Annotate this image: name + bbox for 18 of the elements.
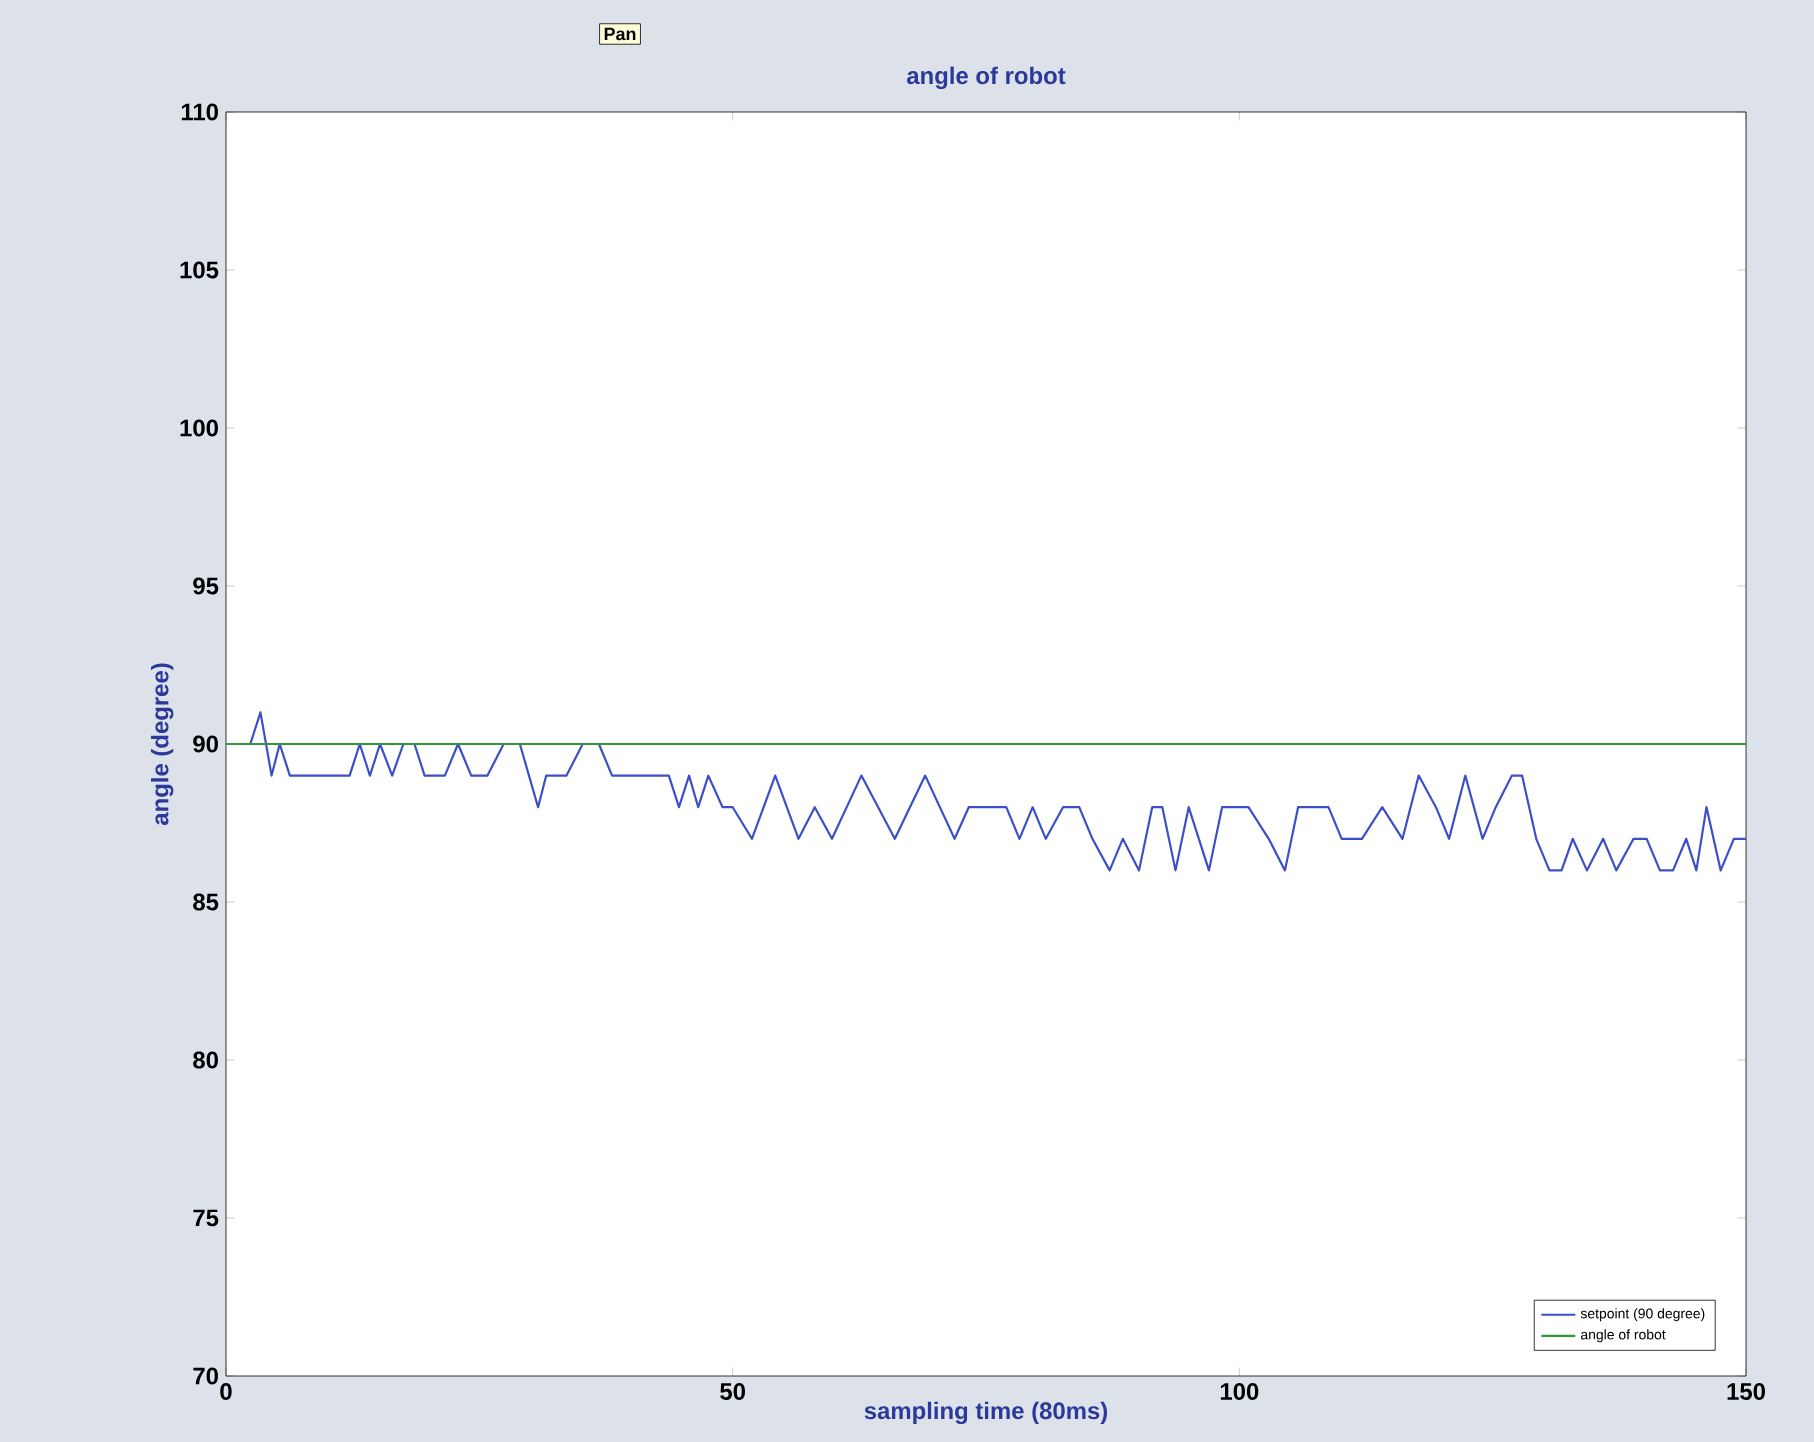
y-tick-label: 70 <box>193 1367 218 1385</box>
text: Pan <box>604 27 636 41</box>
y-axis-title: angle (degree) <box>150 663 174 826</box>
line-series <box>249 711 1747 872</box>
y-tick-label: 100 <box>180 419 218 437</box>
x-tick-label: 150 <box>1727 1383 1765 1400</box>
y-tick-label: 110 <box>181 103 218 121</box>
y-tick-label: 95 <box>193 577 219 595</box>
y-tick-label: 105 <box>180 261 219 279</box>
x-tick-label: 50 <box>720 1383 745 1400</box>
chart-title: angle of robot <box>907 66 1066 89</box>
y-tick-label: 80 <box>193 1051 218 1069</box>
x-tick-label: 100 <box>1220 1383 1259 1400</box>
x-axis-title: sampling time (80ms) <box>864 1401 1108 1425</box>
y-tick-label: 75 <box>193 1209 219 1227</box>
x-tick-label: 0 <box>220 1383 232 1400</box>
y-tick-label: 90 <box>193 735 218 753</box>
y-tick-label: 85 <box>193 893 219 911</box>
